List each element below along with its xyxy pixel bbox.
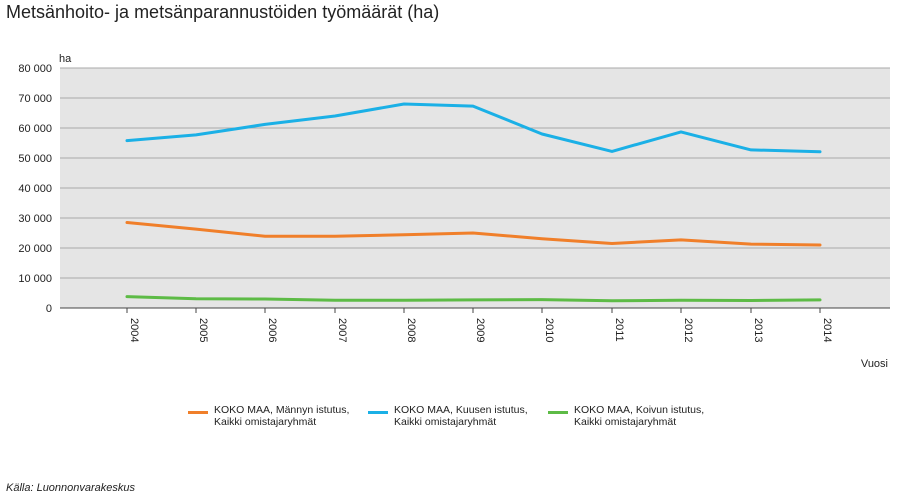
x-axis-ticks: 2004 2005 2006 2007 2008 2009 2010 2011 2012 2013…	[126, 308, 833, 342]
x-tick-label: 2008	[405, 318, 417, 342]
series-line-0	[125, 221, 822, 247]
y-tick-label: 70 000	[18, 93, 52, 105]
y-tick-label: 60 000	[18, 123, 52, 135]
y-tick-label: 0	[46, 303, 52, 315]
legend-label: KOKO MAA, Männyn istutus, Kaikki omistaja…	[214, 404, 349, 428]
y-tick-label: 20 000	[18, 243, 52, 255]
series-line-1	[125, 102, 822, 154]
legend-label-line: Kaikki omistajaryhmät	[574, 416, 677, 428]
source-note: Källa: Luonnonvarakeskus	[6, 482, 136, 494]
legend-label-line: KOKO MAA, Kuusen istutus,	[394, 404, 528, 416]
x-tick-label: 2005	[197, 318, 209, 342]
x-tick-label: 2011	[613, 318, 625, 342]
legend: KOKO MAA, Männyn istutus, Kaikki omistaja…	[188, 404, 728, 428]
legend-label-line: Kaikki omistajaryhmät	[214, 416, 317, 428]
y-tick-label: 30 000	[18, 213, 52, 225]
chart-title: Metsänhoito- ja metsänparannustöiden työ…	[6, 2, 440, 22]
x-tick-label: 2013	[752, 318, 764, 342]
y-tick-label: 40 000	[18, 183, 52, 195]
legend-swatch	[368, 411, 388, 414]
x-tick-label: 2006	[266, 318, 278, 342]
x-axis-label: Vuosi	[861, 358, 888, 370]
legend-swatch	[548, 411, 568, 414]
legend-item: KOKO MAA, Kuusen istutus, Kaikki omistaja…	[368, 404, 548, 428]
x-tick-label: 2012	[682, 318, 694, 342]
series-line-2	[125, 295, 822, 303]
series-lines	[125, 102, 822, 303]
legend-item: KOKO MAA, Männyn istutus, Kaikki omistaja…	[188, 404, 368, 428]
legend-label: KOKO MAA, Koivun istutus, Kaikki omistaja…	[574, 404, 704, 428]
legend-label: KOKO MAA, Kuusen istutus, Kaikki omistaja…	[394, 404, 528, 428]
x-tick-label: 2014	[821, 318, 833, 342]
y-tick-label: 50 000	[18, 153, 52, 165]
y-axis-ticks: 0 10 000 20 000 30 000 40 000 50 000 60 000 70 …	[18, 63, 52, 315]
x-tick-label: 2009	[474, 318, 486, 342]
x-tick-label: 2007	[336, 318, 348, 342]
grid-lines	[60, 67, 890, 279]
legend-swatch	[188, 411, 208, 414]
legend-label-line: KOKO MAA, Männyn istutus,	[214, 404, 350, 416]
legend-label-line: Kaikki omistajaryhmät	[394, 416, 497, 428]
y-axis-label: ha	[59, 53, 72, 65]
legend-item: KOKO MAA, Koivun istutus, Kaikki omistaja…	[548, 404, 728, 428]
x-tick-label: 2004	[128, 318, 140, 342]
legend-label-line: KOKO MAA, Koivun istutus,	[574, 404, 705, 416]
y-tick-label: 10 000	[18, 273, 52, 285]
x-tick-label: 2010	[543, 318, 555, 342]
y-tick-label: 80 000	[18, 63, 52, 75]
